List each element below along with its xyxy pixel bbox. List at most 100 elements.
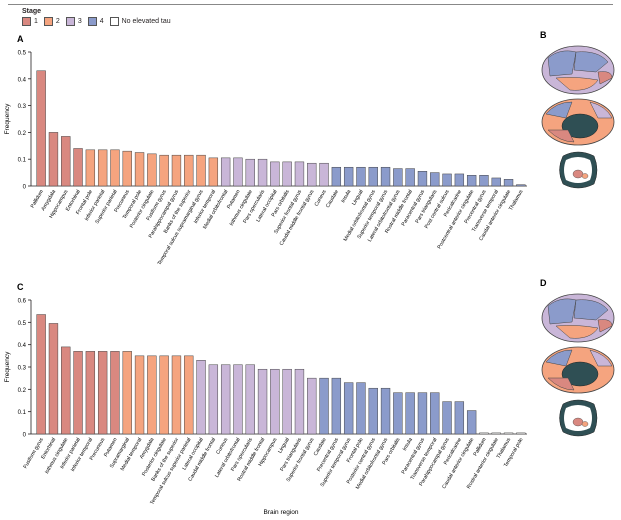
bar: [110, 351, 120, 435]
bar: [48, 323, 59, 435]
legend-items: 1 2 3 4 No elevated tau: [22, 17, 171, 26]
bar: [147, 355, 157, 435]
panel-label: A: [17, 34, 24, 44]
bar: [466, 410, 477, 435]
bar: [442, 173, 452, 187]
legend-swatch: [65, 17, 75, 26]
bar: [48, 132, 59, 187]
bar: [257, 158, 268, 187]
bar: [331, 166, 342, 187]
panel-label: B: [540, 30, 547, 40]
bar: [245, 364, 255, 435]
bar: [393, 392, 403, 435]
bar: [479, 175, 489, 187]
bar: [343, 166, 354, 187]
brain-region: [597, 71, 613, 85]
bar: [159, 355, 169, 435]
bar: [503, 432, 514, 435]
brain-region: [581, 173, 589, 179]
bar: [516, 184, 526, 187]
bar: [282, 161, 292, 187]
stage-legend: Stage 1 2 3 4 No elevated tau: [22, 8, 171, 26]
y-tick-label: 0: [23, 185, 27, 191]
bar: [147, 153, 157, 187]
bar: [134, 355, 145, 435]
bar: [331, 377, 342, 435]
legend-swatch: [22, 17, 31, 26]
brain-subcortical: [561, 113, 599, 139]
bar: [245, 158, 255, 187]
brain-panel-d: D: [540, 278, 615, 437]
y-tick-label: 0: [23, 433, 27, 439]
bar: [97, 149, 108, 187]
legend-item: 3: [65, 17, 82, 26]
legend-swatch: [43, 17, 53, 26]
brain-panel-b: B: [540, 30, 615, 189]
brain-lateral-view: [541, 293, 615, 343]
bar: [122, 150, 132, 187]
y-axis-label: Frequency: [4, 103, 11, 134]
bar: [405, 392, 415, 435]
bar: [307, 377, 317, 435]
x-axis-label: Brain region: [263, 509, 298, 516]
y-tick-label: 0.5: [18, 51, 27, 57]
top-rule: [8, 4, 613, 5]
legend-label: 4: [99, 18, 104, 25]
brain-medial-view: [541, 98, 615, 146]
legend-swatch: [109, 17, 119, 26]
bar: [159, 154, 169, 187]
bar: [380, 387, 391, 435]
bar: [73, 148, 83, 187]
x-tick-label: Insula: [340, 189, 352, 204]
bar: [393, 168, 403, 187]
brain-region: [573, 51, 609, 73]
bar: [97, 351, 108, 435]
legend-item: 2: [43, 17, 60, 26]
bar: [208, 157, 219, 187]
bar: [491, 177, 501, 187]
bar: [220, 157, 231, 187]
bar: [184, 154, 194, 187]
y-tick-label: 0.2: [18, 388, 27, 394]
legend-label: 2: [55, 18, 60, 25]
legend-item: No elevated tau: [109, 17, 171, 26]
panel-label: D: [540, 278, 547, 288]
bar: [220, 364, 231, 435]
bar: [454, 173, 465, 187]
brain-region: [547, 377, 575, 391]
brain-region: [572, 169, 584, 179]
legend-item: 1: [22, 17, 38, 26]
y-tick-label: 0.6: [18, 299, 27, 305]
brain-region: [547, 50, 577, 77]
bar: [171, 154, 182, 187]
bar: [61, 136, 71, 187]
bar: [368, 166, 378, 187]
brain-region: [589, 349, 613, 367]
brain-region: [545, 349, 573, 367]
brain-subcortical: [561, 361, 599, 387]
bar: [430, 392, 440, 435]
bar: [196, 154, 206, 187]
bar: [36, 314, 46, 435]
y-tick-label: 0.1: [18, 410, 27, 416]
bar: [343, 382, 354, 435]
bar: [479, 432, 489, 435]
chart-panel-a: A00.10.20.30.40.5FrequencyPallidumAmygda…: [4, 34, 527, 266]
bar: [85, 149, 96, 187]
bar: [110, 149, 120, 187]
bar: [417, 392, 428, 435]
bar: [122, 351, 132, 435]
bar: [491, 432, 501, 435]
bar: [356, 382, 366, 435]
bar: [257, 368, 268, 435]
bar: [36, 70, 46, 187]
brain-region: [572, 417, 584, 427]
bar: [430, 172, 440, 187]
bar: [368, 387, 378, 435]
brain-region: [581, 421, 589, 427]
bar: [184, 355, 194, 435]
legend-label: No elevated tau: [121, 18, 171, 25]
bar: [270, 161, 280, 187]
brain-region: [555, 325, 599, 339]
